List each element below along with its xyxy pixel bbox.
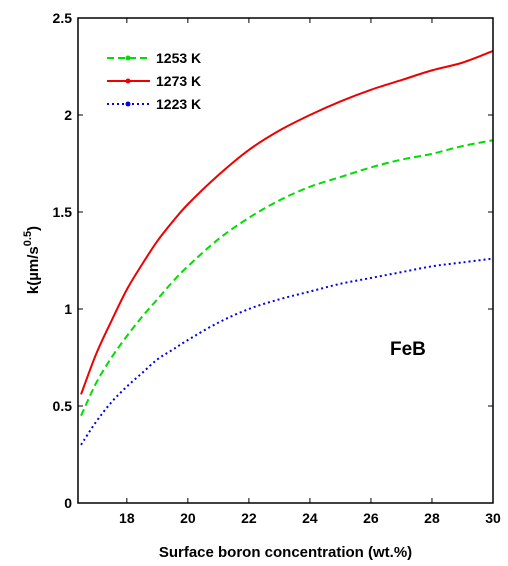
plot-area <box>78 18 493 503</box>
y-tick-label: 1 <box>64 301 72 317</box>
legend-marker <box>125 78 131 84</box>
series-line-1273-k <box>80 50 494 395</box>
y-axis: 0 0.5 1 1.5 2 2.5 <box>53 10 493 511</box>
x-tick-label: 22 <box>241 510 257 526</box>
x-tick-label: 20 <box>180 510 196 526</box>
y-tick-label: 0.5 <box>53 398 73 414</box>
y-axis-label-close: ) <box>25 226 42 231</box>
x-axis: 18 20 22 24 26 28 30 <box>119 18 501 526</box>
y-axis-label: k(µm/s0.5) <box>22 226 42 294</box>
x-tick-label: 18 <box>119 510 135 526</box>
series-line-1253-k <box>80 139 494 417</box>
series-layer <box>80 50 494 446</box>
y-tick-label: 2 <box>64 107 72 123</box>
y-tick-label: 2.5 <box>53 10 73 26</box>
y-axis-label-main: k(µm/s <box>25 246 42 294</box>
legend-marker <box>125 101 131 107</box>
x-tick-label: 30 <box>485 510 501 526</box>
legend-label: 1253 K <box>156 50 201 66</box>
legend-marker <box>125 55 131 61</box>
x-axis-label: Surface boron concentration (wt.%) <box>159 544 412 561</box>
x-tick-label: 24 <box>302 510 318 526</box>
phase-annotation: FeB <box>390 339 426 360</box>
y-tick-label: 1.5 <box>53 204 73 220</box>
legend: 1253 K 1273 K 1223 K <box>107 50 201 112</box>
y-tick-label: 0 <box>64 495 72 511</box>
plot-frame <box>77 17 494 504</box>
legend-label: 1223 K <box>156 96 201 112</box>
y-axis-label-exponent: 0.5 <box>22 231 34 246</box>
x-tick-label: 26 <box>363 510 379 526</box>
legend-label: 1273 K <box>156 73 201 89</box>
x-tick-label: 28 <box>424 510 440 526</box>
